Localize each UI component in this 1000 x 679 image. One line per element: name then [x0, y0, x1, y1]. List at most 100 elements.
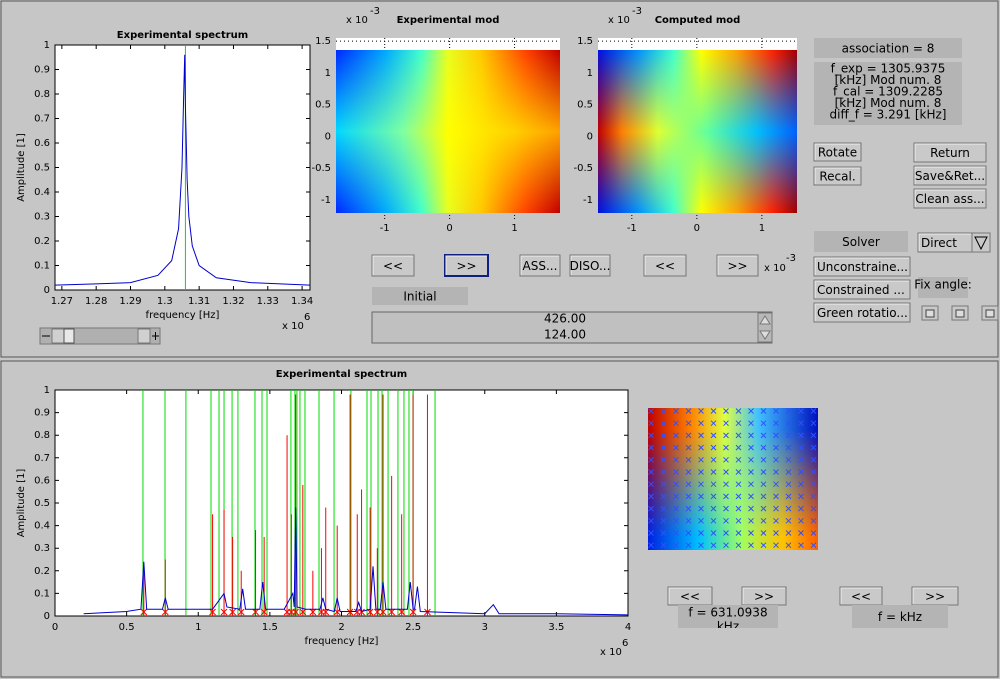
- label: Fix angle:: [914, 278, 972, 292]
- button-face[interactable]: [569, 254, 611, 277]
- button-label[interactable]: Direct: [921, 236, 957, 250]
- measure-point: [710, 432, 717, 439]
- measure-point: [660, 469, 667, 475]
- measure-point: [760, 420, 767, 427]
- button-label[interactable]: Clean ass...: [915, 192, 984, 206]
- y-tick-label: 0.8: [34, 89, 50, 100]
- y-tick-label: 0.7: [34, 453, 50, 464]
- measure-point: [798, 408, 804, 414]
- measure-point: [785, 408, 792, 414]
- button-face[interactable]: [519, 254, 561, 277]
- measure-point: [698, 530, 704, 536]
- button-face[interactable]: [813, 279, 911, 300]
- measure-point: [773, 517, 779, 524]
- checkbox[interactable]: [925, 309, 935, 318]
- button-face[interactable]: [913, 188, 987, 209]
- measure-point: [723, 505, 729, 512]
- measure-point: [673, 542, 679, 549]
- list-item[interactable]: 426.00: [544, 312, 586, 326]
- button-label[interactable]: Constrained ...: [817, 283, 905, 297]
- measure-point: [748, 469, 754, 475]
- measure-point: [735, 420, 742, 427]
- button-label[interactable]: <<: [383, 259, 403, 273]
- button-face[interactable]: [913, 165, 987, 186]
- button[interactable]: >>: [716, 254, 759, 277]
- measure-point: [648, 481, 654, 488]
- computed-marker: [409, 608, 417, 616]
- button[interactable]: <<: [643, 254, 687, 277]
- button-label[interactable]: >>: [925, 590, 945, 604]
- axis-exponent: x 10: [764, 263, 786, 274]
- measure-point: [685, 505, 692, 512]
- button-label[interactable]: ASS...: [523, 259, 558, 273]
- button-face[interactable]: [813, 166, 862, 186]
- measure-point: [810, 432, 817, 439]
- button[interactable]: <<: [839, 586, 883, 606]
- button-label[interactable]: <<: [851, 590, 871, 604]
- x-axis-label: frequency [Hz]: [146, 310, 220, 321]
- button[interactable]: Unconstraine...: [813, 256, 911, 277]
- button-face[interactable]: [643, 254, 687, 277]
- button[interactable]: Rotate: [813, 142, 862, 162]
- list-item[interactable]: 124.00: [544, 328, 586, 342]
- button[interactable]: Direct: [917, 232, 973, 253]
- button[interactable]: DISO...: [569, 254, 611, 277]
- measure-point: [773, 444, 779, 451]
- measure-point: [710, 456, 717, 463]
- button[interactable]: Recal.: [813, 166, 862, 186]
- button-label[interactable]: <<: [680, 590, 700, 604]
- plot-title: Experimental spectrum: [276, 369, 407, 380]
- button-face[interactable]: [813, 142, 862, 162]
- button[interactable]: >>: [911, 586, 959, 606]
- button[interactable]: >>: [741, 586, 787, 606]
- checkbox[interactable]: [985, 309, 995, 318]
- button-label[interactable]: Unconstraine...: [817, 260, 908, 274]
- button-face[interactable]: [716, 254, 759, 277]
- button-label[interactable]: Save&Ret...: [915, 169, 985, 183]
- button-label[interactable]: >>: [727, 259, 747, 273]
- button-face[interactable]: [444, 254, 489, 277]
- popup-arrow-box[interactable]: [971, 232, 991, 253]
- listbox[interactable]: 426.00 124.00: [371, 311, 773, 344]
- button[interactable]: Clean ass...: [913, 188, 987, 209]
- measure-point: [660, 432, 667, 439]
- button[interactable]: <<: [371, 254, 415, 277]
- button-bevel: [814, 303, 909, 321]
- measure-point: [673, 408, 679, 414]
- slider[interactable]: [39, 327, 161, 345]
- plot-title: Experimental mod: [397, 15, 500, 26]
- button[interactable]: Constrained ...: [813, 279, 911, 300]
- button[interactable]: ASS...: [519, 254, 561, 277]
- button[interactable]: >>: [444, 254, 489, 277]
- x-tick-label: 1: [511, 223, 517, 234]
- x-tick-label: 1: [195, 622, 201, 633]
- button-face[interactable]: [813, 256, 911, 277]
- button-face[interactable]: [913, 142, 987, 163]
- measure-point: [648, 505, 654, 512]
- button-label[interactable]: Return: [930, 146, 970, 160]
- measure-point: [710, 469, 717, 475]
- x-tick-label: 1.3: [157, 296, 173, 307]
- button-label[interactable]: Green rotatio...: [817, 306, 908, 320]
- computed-marker: [237, 608, 245, 616]
- measure-point: [685, 481, 692, 488]
- button-label[interactable]: Rotate: [818, 146, 857, 160]
- button-label[interactable]: >>: [456, 259, 476, 273]
- checkbox[interactable]: [955, 309, 965, 318]
- button-label[interactable]: <<: [655, 259, 675, 273]
- button[interactable]: Green rotatio...: [813, 302, 911, 323]
- x-tick-label: 1.5: [262, 622, 278, 633]
- button[interactable]: Return: [913, 142, 987, 163]
- button-label[interactable]: Recal.: [819, 170, 855, 184]
- button-face[interactable]: [813, 302, 911, 323]
- button-label[interactable]: >>: [754, 590, 774, 604]
- button[interactable]: <<: [667, 586, 713, 606]
- measure-point: [648, 530, 654, 536]
- y-tick-label: 0.4: [34, 521, 50, 532]
- button-face[interactable]: [371, 254, 415, 277]
- button[interactable]: Save&Ret...: [913, 165, 987, 186]
- button-label[interactable]: DISO...: [570, 259, 611, 273]
- y-tick-label: 0.1: [34, 261, 50, 272]
- y-tick-label: 0.2: [34, 566, 50, 577]
- measure-point: [685, 493, 692, 500]
